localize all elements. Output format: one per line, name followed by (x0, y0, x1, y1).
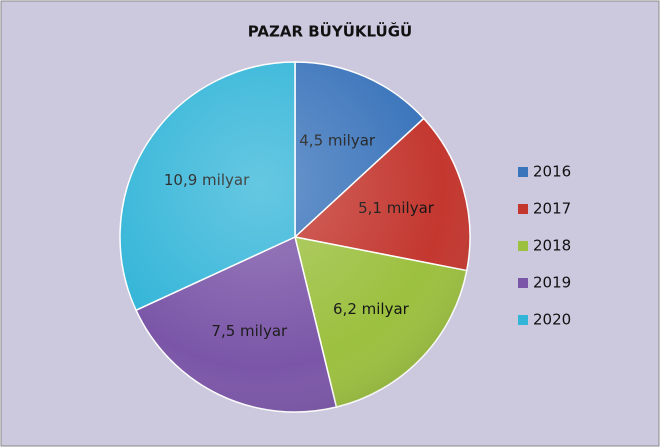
legend-swatch (518, 167, 528, 177)
legend-swatch (518, 278, 528, 288)
legend: 2016 2017 2018 2019 2020 (518, 163, 571, 329)
pie: 4,5 milyar 5,1 milyar 6,2 milyar 7,5 milyar… (119, 61, 471, 413)
legend-label: 2020 (533, 311, 571, 329)
data-label: 10,9 milyar (164, 171, 250, 189)
data-label: 5,1 milyar (358, 199, 435, 217)
legend-swatch (518, 315, 528, 325)
legend-swatch (518, 204, 528, 214)
legend-label: 2018 (533, 237, 571, 255)
data-label: 4,5 milyar (299, 131, 376, 149)
chart-title: PAZAR BÜYÜKLÜĞÜ (248, 22, 412, 41)
legend-label: 2017 (533, 200, 571, 218)
legend-label: 2019 (533, 274, 571, 292)
legend-label: 2016 (533, 163, 571, 181)
data-label: 7,5 milyar (211, 322, 288, 340)
legend-swatch (518, 241, 528, 251)
data-label: 6,2 milyar (333, 300, 410, 318)
